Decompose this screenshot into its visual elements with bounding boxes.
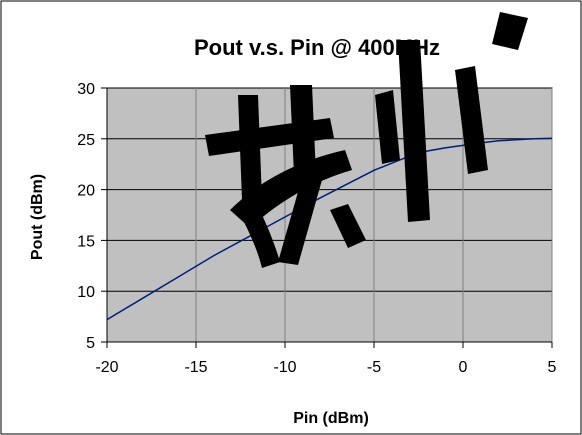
x-axis-label: Pin (dBm) bbox=[293, 410, 369, 427]
x-tick-label: -15 bbox=[184, 359, 207, 376]
y-tick-label: 30 bbox=[77, 81, 95, 98]
y-tick-label: 25 bbox=[77, 132, 95, 149]
watermark-stroke bbox=[278, 180, 322, 265]
y-tick-label: 20 bbox=[77, 183, 95, 200]
watermark-stroke bbox=[230, 150, 352, 228]
series-line bbox=[106, 137, 553, 321]
watermark bbox=[205, 12, 528, 268]
y-tick-label: 5 bbox=[86, 335, 95, 352]
y-tick-label: 10 bbox=[77, 284, 95, 301]
x-tick-label: -5 bbox=[367, 359, 381, 376]
watermark-stroke bbox=[244, 215, 280, 268]
x-tick-label: 5 bbox=[548, 359, 557, 376]
watermark-stroke bbox=[290, 85, 316, 175]
x-tick-label: -10 bbox=[273, 359, 296, 376]
x-tick-label: -20 bbox=[95, 359, 118, 376]
x-tick-label: 0 bbox=[459, 359, 468, 376]
watermark-stroke bbox=[492, 12, 528, 50]
watermark-stroke bbox=[238, 95, 262, 200]
y-tick-label: 15 bbox=[77, 233, 95, 250]
watermark-stroke bbox=[398, 40, 430, 222]
y-axis-label: Pout (dBm) bbox=[29, 174, 46, 260]
watermark-stroke bbox=[455, 66, 488, 174]
watermark-stroke bbox=[375, 90, 400, 164]
watermark-stroke bbox=[330, 204, 366, 248]
